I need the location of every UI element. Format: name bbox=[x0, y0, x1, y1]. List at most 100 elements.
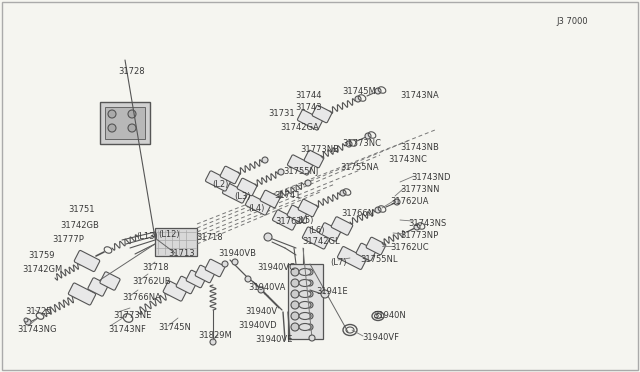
Text: 31745N: 31745N bbox=[158, 324, 191, 333]
Text: 31773NC: 31773NC bbox=[342, 138, 381, 148]
Text: 31731: 31731 bbox=[268, 109, 294, 119]
FancyBboxPatch shape bbox=[366, 237, 386, 255]
Text: 31762UA: 31762UA bbox=[390, 198, 429, 206]
Text: 31751: 31751 bbox=[68, 205, 95, 215]
Text: 31940VC: 31940VC bbox=[257, 263, 295, 273]
Text: 31718: 31718 bbox=[142, 263, 168, 273]
Ellipse shape bbox=[299, 279, 311, 286]
Circle shape bbox=[321, 290, 329, 298]
Text: 31743NB: 31743NB bbox=[400, 142, 439, 151]
Text: (L6): (L6) bbox=[308, 225, 324, 234]
FancyBboxPatch shape bbox=[163, 281, 187, 301]
Text: 31773NE: 31773NE bbox=[113, 311, 152, 320]
Circle shape bbox=[222, 261, 228, 267]
Text: 31940VD: 31940VD bbox=[238, 321, 276, 330]
Circle shape bbox=[307, 324, 313, 330]
Text: 31742GB: 31742GB bbox=[60, 221, 99, 230]
FancyBboxPatch shape bbox=[273, 210, 298, 230]
Circle shape bbox=[291, 279, 299, 287]
FancyBboxPatch shape bbox=[298, 199, 318, 217]
Text: 31777P: 31777P bbox=[52, 235, 84, 244]
Text: 31713: 31713 bbox=[168, 248, 195, 257]
Circle shape bbox=[307, 302, 313, 308]
Circle shape bbox=[309, 335, 315, 341]
Bar bbox=[155, 228, 197, 256]
Circle shape bbox=[394, 199, 400, 205]
Circle shape bbox=[264, 233, 272, 241]
Text: 31725: 31725 bbox=[25, 308, 51, 317]
Text: 31755NA: 31755NA bbox=[340, 163, 379, 171]
Text: 31940VB: 31940VB bbox=[218, 248, 256, 257]
FancyBboxPatch shape bbox=[176, 276, 196, 294]
FancyBboxPatch shape bbox=[319, 223, 340, 241]
Ellipse shape bbox=[299, 324, 311, 330]
Text: 31940VF: 31940VF bbox=[362, 334, 399, 343]
Text: (L2): (L2) bbox=[212, 180, 228, 189]
Text: 31762UC: 31762UC bbox=[390, 244, 429, 253]
Text: 31766NA: 31766NA bbox=[122, 294, 161, 302]
Circle shape bbox=[245, 276, 251, 282]
Circle shape bbox=[375, 88, 381, 94]
Text: 31773NP: 31773NP bbox=[400, 231, 438, 241]
Text: 31728: 31728 bbox=[118, 67, 145, 77]
FancyBboxPatch shape bbox=[237, 178, 257, 196]
Circle shape bbox=[291, 268, 299, 276]
Text: 31743NF: 31743NF bbox=[108, 326, 146, 334]
Circle shape bbox=[128, 124, 136, 132]
Text: 31743: 31743 bbox=[295, 103, 322, 112]
FancyBboxPatch shape bbox=[246, 195, 271, 215]
Circle shape bbox=[278, 169, 284, 175]
FancyBboxPatch shape bbox=[287, 205, 307, 223]
FancyBboxPatch shape bbox=[312, 105, 332, 123]
Circle shape bbox=[232, 259, 238, 265]
Text: 31742GM: 31742GM bbox=[22, 266, 62, 275]
Circle shape bbox=[346, 141, 352, 147]
Circle shape bbox=[340, 190, 346, 196]
Text: 31742GA: 31742GA bbox=[280, 122, 319, 131]
FancyBboxPatch shape bbox=[332, 217, 353, 235]
Circle shape bbox=[128, 110, 136, 118]
Text: 31741: 31741 bbox=[274, 190, 301, 199]
Text: J3 7000: J3 7000 bbox=[556, 17, 588, 26]
FancyBboxPatch shape bbox=[287, 155, 312, 175]
Circle shape bbox=[108, 110, 116, 118]
Text: 31743NC: 31743NC bbox=[388, 154, 427, 164]
Bar bbox=[288, 264, 323, 339]
Text: 31742GL: 31742GL bbox=[302, 237, 340, 247]
Circle shape bbox=[258, 287, 264, 293]
Text: (L12): (L12) bbox=[158, 230, 180, 238]
Circle shape bbox=[291, 323, 299, 331]
Circle shape bbox=[305, 180, 311, 186]
Text: 31829M: 31829M bbox=[198, 330, 232, 340]
Text: 31718: 31718 bbox=[196, 234, 223, 243]
Text: 31940V: 31940V bbox=[245, 308, 277, 317]
Ellipse shape bbox=[299, 301, 311, 308]
Circle shape bbox=[262, 157, 268, 163]
Text: 31743NG: 31743NG bbox=[17, 326, 56, 334]
FancyBboxPatch shape bbox=[298, 110, 323, 130]
Text: 31755NJ: 31755NJ bbox=[283, 167, 318, 176]
Text: 31773NB: 31773NB bbox=[300, 145, 339, 154]
Text: 31762UB: 31762UB bbox=[132, 278, 171, 286]
FancyBboxPatch shape bbox=[223, 183, 248, 203]
Text: 31755NL: 31755NL bbox=[360, 256, 397, 264]
Text: 31743NS: 31743NS bbox=[408, 218, 446, 228]
Circle shape bbox=[291, 301, 299, 309]
FancyBboxPatch shape bbox=[186, 270, 206, 288]
Circle shape bbox=[307, 313, 313, 319]
Circle shape bbox=[375, 207, 381, 213]
Text: 31940N: 31940N bbox=[373, 311, 406, 320]
Ellipse shape bbox=[299, 269, 311, 276]
FancyBboxPatch shape bbox=[260, 190, 280, 208]
Ellipse shape bbox=[299, 312, 311, 320]
FancyBboxPatch shape bbox=[205, 171, 230, 191]
FancyBboxPatch shape bbox=[220, 166, 240, 184]
FancyBboxPatch shape bbox=[195, 265, 215, 283]
Circle shape bbox=[291, 312, 299, 320]
Circle shape bbox=[365, 133, 371, 139]
Circle shape bbox=[307, 280, 313, 286]
Bar bbox=[100, 102, 150, 144]
FancyBboxPatch shape bbox=[205, 259, 225, 277]
FancyBboxPatch shape bbox=[74, 250, 100, 272]
Text: 31745M: 31745M bbox=[342, 87, 376, 96]
